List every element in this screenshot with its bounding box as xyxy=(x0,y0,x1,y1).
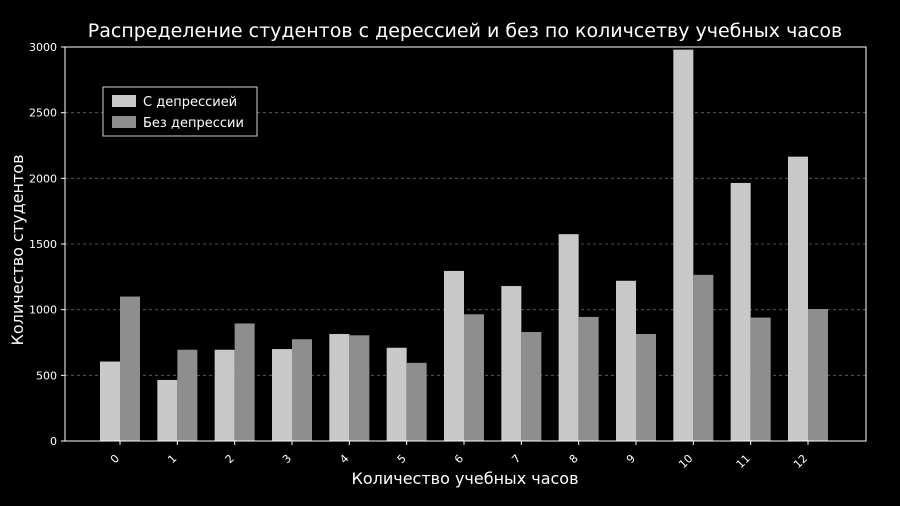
bar-with-depression xyxy=(386,347,407,441)
bar-without-depression xyxy=(177,349,198,441)
bar-without-depression xyxy=(521,331,542,441)
y-axis-ticks: 0 500 1000 1500 2000 2500 3000 xyxy=(29,41,65,448)
bar-with-depression xyxy=(329,333,350,441)
legend-label-without-depression: Без депрессии xyxy=(143,116,244,131)
y-tick-label: 1500 xyxy=(29,238,57,251)
chart-title: Распределение студентов с дерессией и бе… xyxy=(88,20,842,42)
y-tick-label: 500 xyxy=(36,369,57,382)
bar-without-depression xyxy=(120,296,140,441)
y-tick-label: 2500 xyxy=(29,107,57,120)
bar-without-depression xyxy=(464,314,484,441)
bar-with-depression xyxy=(730,182,751,441)
bar-with-depression xyxy=(616,280,636,441)
y-axis-label: Количество студентов xyxy=(8,155,27,346)
bar-with-depression xyxy=(501,286,522,441)
y-tick-label: 0 xyxy=(50,435,57,448)
bar-with-depression xyxy=(788,156,808,441)
bar-without-depression xyxy=(750,317,771,441)
bars xyxy=(100,49,828,441)
bar-with-depression xyxy=(157,379,178,441)
bar-without-depression xyxy=(349,335,370,441)
bar-with-depression xyxy=(100,361,120,441)
bar-with-depression xyxy=(272,349,292,441)
bar-with-depression xyxy=(673,49,694,441)
y-tick-label: 2000 xyxy=(29,172,57,185)
bar-without-depression xyxy=(578,316,599,441)
y-tick-label: 1000 xyxy=(29,304,57,317)
bar-without-depression xyxy=(234,323,255,441)
bar-without-depression xyxy=(636,333,656,441)
legend-label-with-depression: С депрессией xyxy=(143,95,237,110)
bar-without-depression xyxy=(406,362,427,441)
bar-without-depression xyxy=(808,309,828,441)
legend-swatch-without-depression xyxy=(112,116,136,128)
bar-without-depression xyxy=(693,274,714,441)
bar-with-depression xyxy=(444,270,464,441)
bar-with-depression xyxy=(558,234,579,441)
bar-without-depression xyxy=(292,339,312,441)
bar-with-depression xyxy=(214,349,235,441)
legend: С депрессией Без депрессии xyxy=(102,86,258,137)
y-tick-label: 3000 xyxy=(29,41,57,54)
legend-swatch-with-depression xyxy=(112,95,136,107)
x-axis-label: Количество учебных часов xyxy=(351,469,578,488)
